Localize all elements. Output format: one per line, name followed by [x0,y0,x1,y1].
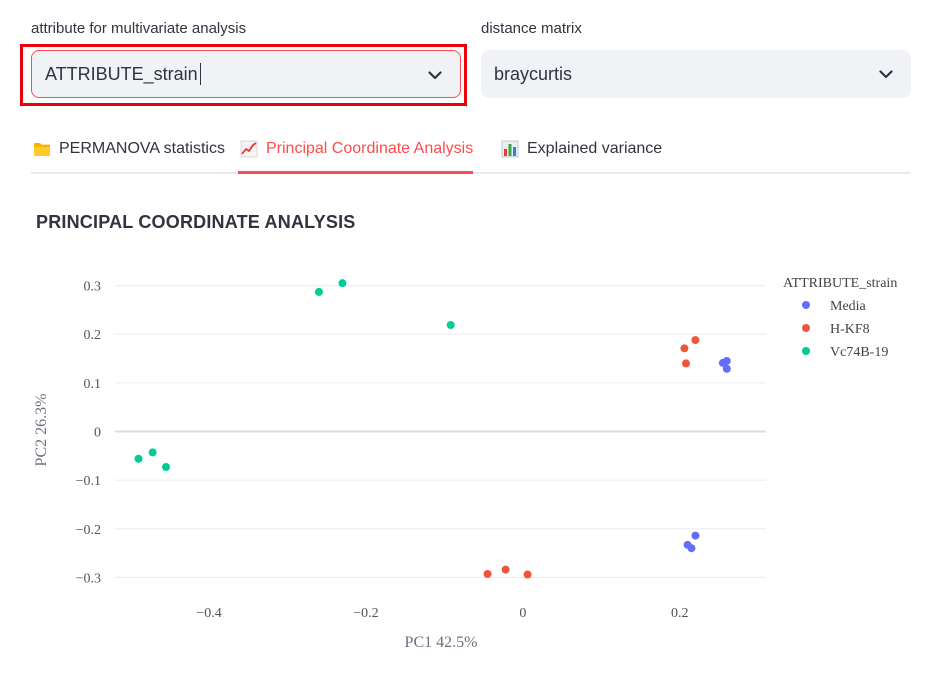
folder-icon [34,143,50,156]
tab-label: Principal Coordinate Analysis [266,140,474,157]
data-point[interactable] [501,565,510,574]
data-point[interactable] [687,544,696,553]
distance-select-value: braycurtis [494,63,573,84]
distance-select[interactable]: braycurtis [481,50,911,98]
chevron-down-icon[interactable] [426,66,444,84]
y-tick-label: 0.2 [84,328,102,343]
legend-marker[interactable] [802,324,810,332]
legend-entry[interactable]: Vc74B-19 [830,345,888,360]
x-tick-label: −0.4 [196,606,221,621]
chart-line-icon [240,140,258,158]
legend-entry[interactable]: H-KF8 [830,322,870,337]
y-axis-label: PC2 26.3% [33,394,50,467]
tab-pcoa[interactable]: Principal Coordinate Analysis [238,126,474,174]
data-point[interactable] [691,531,700,540]
data-point[interactable] [148,448,157,457]
data-point[interactable] [446,320,455,329]
y-tick-label: 0.3 [84,280,102,295]
text-caret [199,63,202,85]
legend-marker[interactable] [802,301,810,309]
data-point[interactable] [134,454,143,463]
legend-marker[interactable] [802,347,810,355]
data-point[interactable] [691,336,700,345]
attribute-select-value: ATTRIBUTE_strain [45,63,198,84]
tab-label: PERMANOVA statistics [59,140,225,157]
legend-entry[interactable]: Media [830,299,867,314]
y-tick-label: 0 [94,426,101,441]
data-point[interactable] [523,570,532,579]
data-point[interactable] [483,570,492,579]
y-tick-label: 0.1 [84,377,102,392]
y-tick-label: −0.1 [76,474,101,489]
tab-explained-variance[interactable]: Explained variance [501,126,662,172]
section-title: PRINCIPAL COORDINATE ANALYSIS [36,212,356,232]
x-tick-label: −0.2 [353,606,378,621]
attribute-select[interactable]: ATTRIBUTE_strain [31,50,461,98]
data-point[interactable] [681,359,690,368]
data-point[interactable] [314,287,323,296]
data-point[interactable] [722,364,731,373]
x-tick-label: 0 [519,606,526,621]
data-point[interactable] [722,356,731,365]
tab-bar: PERMANOVA statistics Principal Coordinat… [31,126,911,174]
chevron-down-icon[interactable] [877,65,895,83]
attribute-label: attribute for multivariate analysis [31,20,247,37]
y-tick-label: −0.3 [76,571,101,586]
data-point[interactable] [161,463,170,472]
x-axis-label: PC1 42.5% [405,634,478,651]
data-point[interactable] [338,279,347,288]
data-point[interactable] [680,344,689,353]
y-tick-label: −0.2 [76,523,101,538]
tab-label: Explained variance [527,140,663,157]
distance-label: distance matrix [481,20,582,37]
active-tab-underline [238,171,474,174]
legend-title: ATTRIBUTE_strain [783,276,897,291]
focus-outline [20,44,467,106]
tab-permanova[interactable]: PERMANOVA statistics [33,126,225,172]
x-tick-label: 0.2 [671,606,689,621]
bar-chart-icon [501,140,519,158]
